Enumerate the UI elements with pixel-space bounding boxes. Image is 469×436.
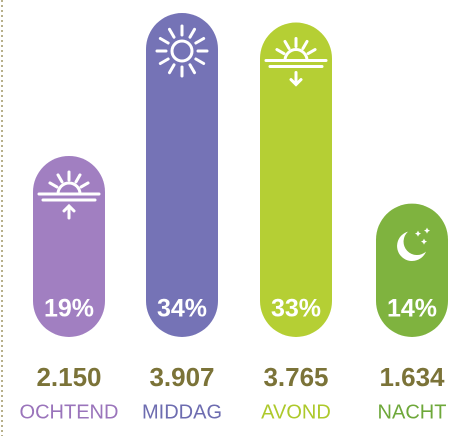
value-label: 33% (271, 295, 321, 323)
icon-arrow (62, 203, 76, 220)
icon-ray (168, 63, 176, 75)
bar-icon (397, 227, 430, 262)
icon-ray (275, 48, 286, 56)
icon-ray (168, 27, 176, 39)
category-label: OCHTEND (20, 401, 119, 423)
category-label: NACHT (378, 401, 447, 423)
value-label: 19% (44, 295, 94, 323)
icon-ray (56, 173, 64, 184)
icon-sun (56, 181, 82, 196)
bar-icon (264, 37, 328, 87)
icon-arrow (289, 71, 303, 87)
bar (260, 22, 332, 337)
total-label: 3.765 (263, 362, 328, 392)
icon-ray (79, 181, 90, 189)
total-label: 2.150 (36, 362, 101, 392)
category-label: MIDDAG (142, 401, 222, 423)
bar-icon (37, 170, 101, 220)
value-label: 14% (387, 295, 437, 323)
bar (146, 13, 218, 337)
icon-ray (158, 37, 170, 45)
icon-ray (194, 37, 206, 45)
icon-ray (74, 173, 82, 184)
icon-sun (170, 39, 194, 63)
icon-moon (397, 231, 426, 262)
icon-star (415, 230, 421, 237)
icon-ray (188, 63, 196, 75)
total-label: 3.907 (149, 362, 214, 392)
icon-ray (188, 27, 196, 39)
icon-star (424, 227, 430, 234)
icon-ray (306, 48, 317, 56)
icon-ray (283, 39, 291, 50)
total-label: 1.634 (379, 362, 445, 392)
value-label: 34% (157, 295, 207, 323)
category-label: AVOND (261, 401, 331, 423)
icon-ray (194, 57, 206, 65)
bar-icon (155, 24, 209, 78)
icon-sun (283, 48, 309, 63)
icon-star (421, 238, 427, 245)
bar (376, 203, 448, 337)
icon-ray (48, 181, 59, 189)
icon-ray (301, 39, 309, 50)
icon-ray (158, 57, 170, 65)
